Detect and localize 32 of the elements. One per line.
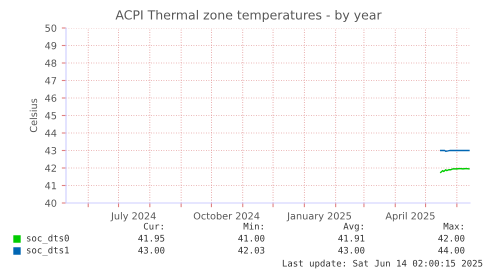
text: 44.00 [438, 246, 464, 254]
x-tick-label: April 2025 [385, 212, 435, 222]
text: 42.00 [438, 234, 464, 242]
text: 41.95 [138, 234, 164, 242]
y-tick-label: 49 [45, 42, 56, 50]
text: Last update: Sat Jun 14 02:00:15 2025 [282, 260, 482, 268]
text: 43.00 [138, 246, 164, 254]
y-axis-title: Celsius [30, 98, 38, 132]
y-tick-label: 42 [45, 164, 56, 172]
legend-label: soc_dts1 [26, 246, 69, 256]
text: Min: [244, 222, 263, 230]
x-tick-label: October 2024 [194, 212, 260, 220]
text: Avg: [343, 222, 363, 232]
y-tick-label: 48 [45, 59, 56, 67]
chart-title: ACPI Thermal zone temperatures - by year [115, 10, 382, 22]
text: 41.00 [238, 234, 264, 242]
text: Cur: [144, 222, 163, 230]
y-tick-label: 41 [45, 182, 56, 190]
y-tick-label: 43 [45, 146, 56, 154]
y-tick-label: 46 [45, 94, 56, 102]
legend-label: soc_dts0 [26, 234, 69, 244]
text: 43.00 [338, 246, 364, 254]
y-tick-label: 44 [45, 130, 56, 137]
y-tick-label: 50 [45, 24, 56, 32]
y-tick-label: 47 [45, 77, 56, 84]
x-tick-label: January 2025 [286, 212, 352, 222]
y-tick-label: 40 [45, 199, 56, 207]
x-tick-label: July 2024 [110, 212, 156, 222]
text: 42.03 [238, 246, 264, 254]
text: Max: [444, 222, 463, 230]
y-tick-label: 45 [45, 112, 56, 120]
text: 41.91 [338, 234, 364, 242]
